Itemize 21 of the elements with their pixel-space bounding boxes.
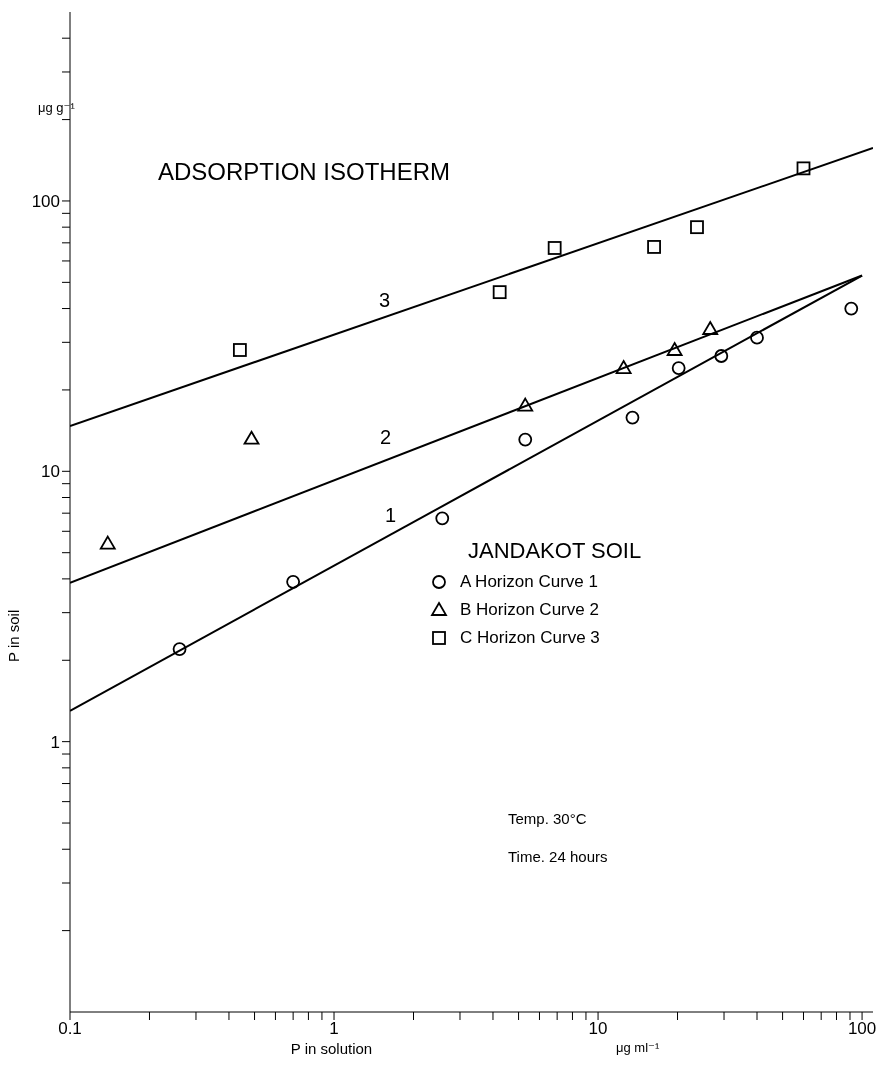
text: ADSORPTION ISOTHERM xyxy=(158,158,451,186)
y-tick-label: 100 xyxy=(31,192,60,211)
y-tick-label: 10 xyxy=(41,462,60,482)
x-tick-label: 0.1 xyxy=(58,1019,82,1039)
annotation: Time. 24 hours xyxy=(508,848,608,865)
text: μg ml⁻¹ xyxy=(616,1040,660,1055)
y-tick-label: 1 xyxy=(50,732,60,752)
y-axis-title: P in soil xyxy=(5,609,23,662)
annotation: μg g⁻¹ xyxy=(38,100,75,115)
legend-title: JANDAKOT SOIL xyxy=(468,538,643,564)
annotation: 1 xyxy=(385,504,397,527)
x-tick-label: 1 xyxy=(329,1019,339,1039)
x-axis-title: P in solution xyxy=(290,1040,373,1057)
legend-label: A Horizon Curve 1 xyxy=(460,572,598,592)
annotation: 3 xyxy=(379,289,391,312)
legend-label: C Horizon Curve 3 xyxy=(460,628,600,648)
legend-label: B Horizon Curve 2 xyxy=(460,600,599,620)
annotation: Temp. 30°C xyxy=(508,810,587,827)
x-tick-label: 10 xyxy=(588,1019,608,1039)
annotation: 2 xyxy=(380,426,392,449)
x-tick-label: 100 xyxy=(847,1019,877,1039)
